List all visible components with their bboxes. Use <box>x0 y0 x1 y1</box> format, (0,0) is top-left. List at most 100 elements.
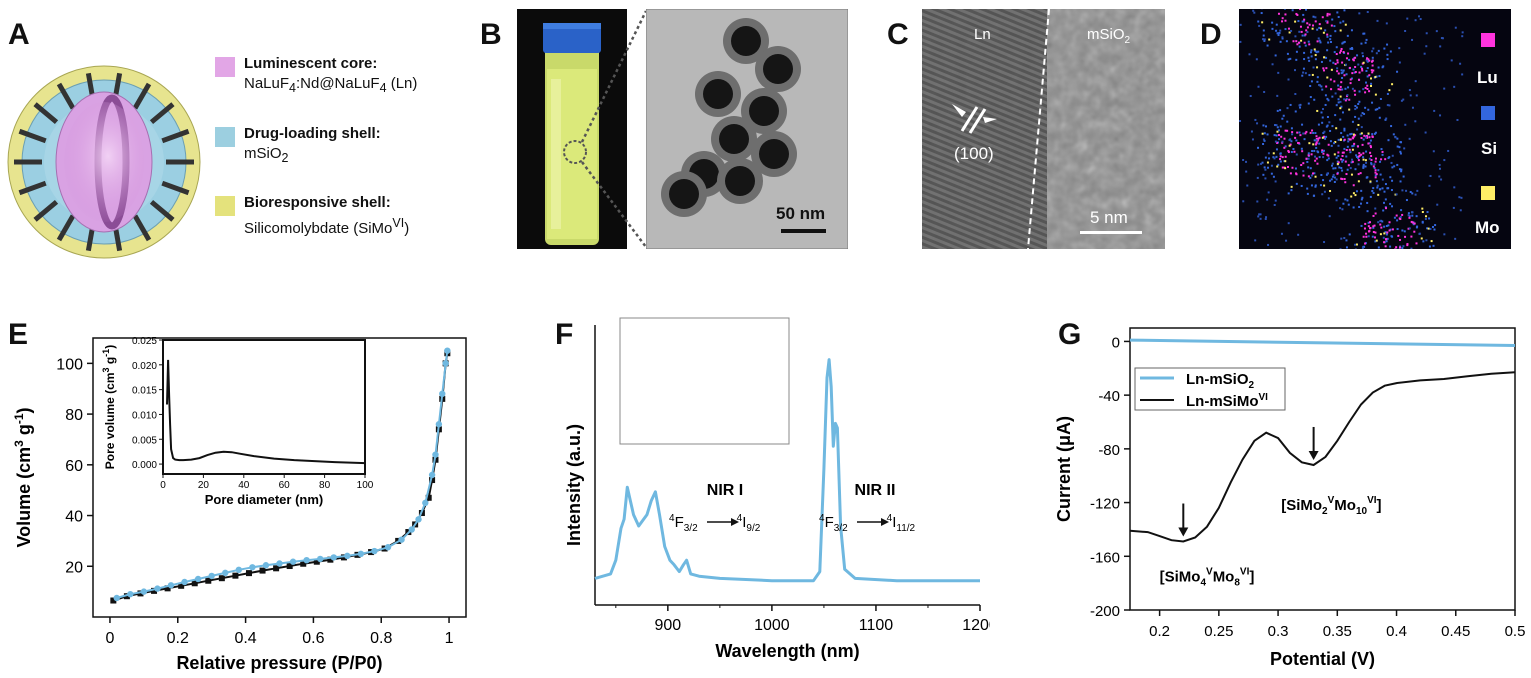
chart-e-inset-ytick: 0.005 <box>132 435 157 446</box>
chart-g-xtick: 0.3 <box>1268 623 1289 640</box>
chart-e-inset-ytick: 0.015 <box>132 386 157 397</box>
chart-e-point <box>384 544 392 551</box>
chart-e-point <box>425 494 432 501</box>
panel-a-letter: A <box>8 18 30 51</box>
chart-e-point <box>154 585 161 592</box>
chart-g-ytick: -80 <box>1098 442 1120 459</box>
chart-g-xlabel: Potential (V) <box>1270 649 1375 669</box>
chart-e-inset-ytick: 0.020 <box>132 361 157 372</box>
chart-e-point <box>191 580 198 587</box>
chart-e-xtick: 0.4 <box>234 630 256 647</box>
chart-e-xlabel: Relative pressure (P/P0) <box>176 653 382 673</box>
chart-g-series-line <box>1129 371 1516 543</box>
chart-e-point <box>327 556 334 563</box>
chart-e-point <box>415 516 422 523</box>
chart-e-point <box>181 578 188 586</box>
core-desc: NaLuF4:Nd@NaLuF4 (Ln) <box>244 75 418 95</box>
chart-e-point <box>259 567 266 574</box>
chart-g-xtick: 0.35 <box>1323 623 1352 640</box>
chart-e-point <box>398 536 405 543</box>
chart-f-ylabel: Intensity (a.u.) <box>564 424 584 546</box>
chart-f-region-title: NIR II <box>855 482 896 499</box>
chart-e-point <box>442 360 449 367</box>
chart-e-point <box>222 569 229 577</box>
chart-f-xtick: 1000 <box>754 617 790 634</box>
chart-e-point <box>245 570 252 577</box>
chart-f-xtick: 1100 <box>859 617 894 634</box>
chart-f-spectrum-line <box>594 358 980 583</box>
chart-e-point <box>194 575 202 583</box>
chart-e-point <box>432 451 439 458</box>
chart-e-point <box>340 554 347 561</box>
eds-legend-lu: Lu <box>1477 68 1498 87</box>
nanoparticle-schematic <box>7 65 201 259</box>
chart-e-point <box>178 582 185 589</box>
chart-g-xtick: 0.2 <box>1149 623 1170 640</box>
zoom-lines <box>580 10 648 248</box>
chart-e-isotherm: 0 0.2 0.4 0.6 0.8 1 20 40 60 80 100 Relative pressu… <box>12 336 467 673</box>
chart-e-ytick: 80 <box>65 407 83 424</box>
chart-e-ytick: 20 <box>65 559 83 576</box>
chart-e-point <box>330 554 337 561</box>
chart-e-ytick: 60 <box>65 458 83 475</box>
chart-g-ylabel: Current (μA) <box>1054 416 1074 522</box>
chart-e-point <box>137 590 144 597</box>
chart-e-inset-xtick: 0 <box>160 480 166 491</box>
chart-e-point <box>151 587 158 594</box>
chart-g-ytick: -200 <box>1090 603 1120 620</box>
chart-f-xlabel: Wavelength (nm) <box>715 641 859 661</box>
hrtem-image: Ln mSiO2 (100) 5 nm <box>922 9 1165 249</box>
bio-shell-swatch <box>215 196 235 216</box>
hrtem-ln-label: Ln <box>974 26 991 43</box>
chart-e-inset-xtick: 40 <box>238 480 250 491</box>
chart-e-point <box>273 565 280 572</box>
chart-e-xtick: 0.6 <box>302 630 324 647</box>
panel-g-letter: G <box>1058 318 1082 351</box>
chart-e-inset-xtick: 100 <box>357 480 374 491</box>
chart-e-point <box>444 347 451 354</box>
drug-shell-swatch <box>215 127 235 147</box>
chart-e-xtick: 0.8 <box>370 630 392 647</box>
panel-f-letter: F <box>555 318 574 351</box>
chart-g-xtick: 0.5 <box>1505 623 1526 640</box>
chart-e-point <box>140 588 148 595</box>
chart-e-inset-line <box>166 359 366 465</box>
chart-g-voltammetry: 0.2 0.25 0.3 0.35 0.4 0.45 0.5 0 -40 -80 -120 -160 -… <box>1054 327 1526 669</box>
chart-e-point <box>435 421 443 428</box>
hrtem-scale-label: 5 nm <box>1090 208 1128 227</box>
chart-e-inset-xtick: 60 <box>279 480 291 491</box>
chart-e-point <box>422 499 429 507</box>
chart-g-legend-item: Ln-mSiO2 <box>1186 371 1255 391</box>
eds-legend-lu-swatch <box>1481 33 1495 47</box>
chart-e-point <box>316 555 324 563</box>
chart-g-peak-label: [SiMo2VMo10VI] <box>1281 495 1381 517</box>
chart-e-point <box>232 572 239 579</box>
chart-e-point <box>303 556 310 564</box>
chart-g-ytick: -160 <box>1090 549 1120 566</box>
chart-e-point <box>408 526 415 533</box>
chart-f-xtick: 1200 <box>962 617 990 634</box>
chart-g-series-line <box>1129 338 1516 347</box>
core-title: Luminescent core: <box>244 55 378 72</box>
eds-legend-mo: Mo <box>1475 218 1500 237</box>
chart-e-point <box>439 390 446 397</box>
chart-e-point <box>286 563 293 570</box>
chart-e-point <box>371 547 378 555</box>
panel-b-letter: B <box>480 18 502 51</box>
chart-g-ytick: 0 <box>1112 334 1120 351</box>
panel-d-letter: D <box>1200 18 1222 51</box>
chart-e-point <box>428 471 436 479</box>
chart-e-ytick: 100 <box>56 356 83 373</box>
drug-shell-desc: mSiO2 <box>244 145 289 165</box>
chart-e-inset-ytick: 0.010 <box>132 410 157 421</box>
chart-e-point <box>429 477 436 484</box>
chart-e-point <box>110 597 117 604</box>
chart-e-point <box>313 558 320 565</box>
chart-e-point <box>276 560 283 567</box>
chart-g-legend-item: Ln-mSiMoVI <box>1186 392 1268 410</box>
hrtem-plane-label: (100) <box>954 144 994 163</box>
chart-e-point <box>300 560 307 567</box>
chart-g-xtick: 0.4 <box>1386 623 1407 640</box>
chart-e-xtick: 0 <box>106 630 115 647</box>
chart-g-xtick: 0.45 <box>1441 623 1470 640</box>
